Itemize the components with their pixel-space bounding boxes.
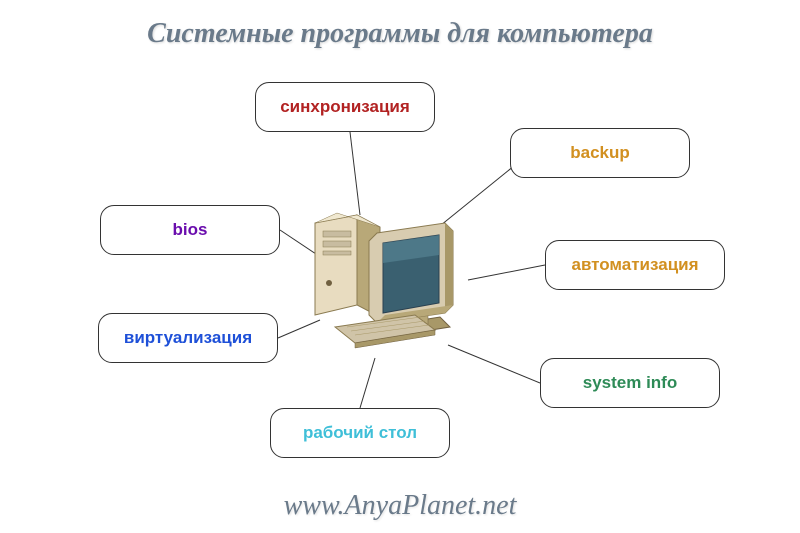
node-label: рабочий стол <box>303 423 417 443</box>
node-desktop: рабочий стол <box>270 408 450 458</box>
node-bios: bios <box>100 205 280 255</box>
node-label: автоматизация <box>571 255 698 275</box>
computer-icon <box>295 205 465 360</box>
node-backup: backup <box>510 128 690 178</box>
node-label: синхронизация <box>280 97 410 117</box>
footer-text: www.AnyaPlanet.net <box>284 490 517 521</box>
node-label: system info <box>583 373 677 393</box>
node-label: backup <box>570 143 630 163</box>
page-title: Системные программы для компьютера <box>0 18 800 50</box>
footer-url: www.AnyaPlanet.net <box>0 490 800 522</box>
node-label: bios <box>173 220 208 240</box>
node-sysinfo: system info <box>540 358 720 408</box>
node-automation: автоматизация <box>545 240 725 290</box>
node-sync: синхронизация <box>255 82 435 132</box>
node-virtualization: виртуализация <box>98 313 278 363</box>
node-label: виртуализация <box>124 328 252 348</box>
title-text: Системные программы для компьютера <box>147 18 653 49</box>
